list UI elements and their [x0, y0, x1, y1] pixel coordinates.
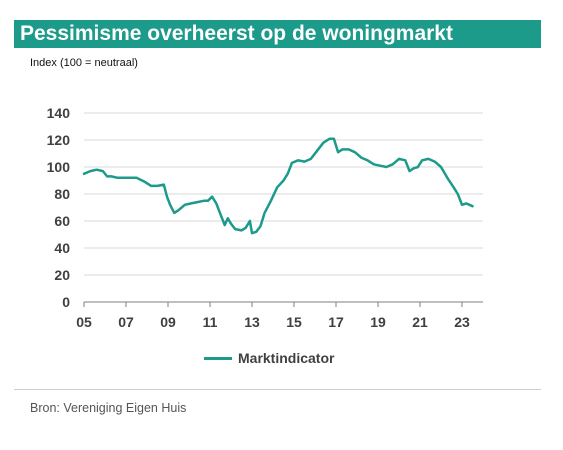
- source-note: Bron: Vereniging Eigen Huis: [30, 401, 187, 415]
- y-tick-label: 20: [54, 267, 70, 283]
- y-tick-label: 40: [54, 240, 70, 256]
- x-tick-labels: 05 07 09 11 13 15 17 19 21 23: [76, 314, 470, 330]
- y-tick-label: 140: [47, 105, 71, 121]
- axes: [83, 301, 483, 307]
- series-line-marktindicator: [82, 137, 474, 235]
- x-tick-label: 05: [76, 314, 92, 330]
- y-tick-label: 80: [54, 186, 70, 202]
- legend-label: Marktindicator: [238, 350, 335, 366]
- gridlines: [84, 112, 483, 276]
- y-tick-label: 120: [47, 132, 71, 148]
- y-tick-label: 100: [47, 159, 71, 175]
- chart-title: Pessimisme overheerst op de woningmarkt: [14, 20, 541, 48]
- x-tick-label: 11: [203, 314, 218, 330]
- legend: Marktindicator: [204, 350, 334, 366]
- x-tick-label: 23: [454, 314, 470, 330]
- legend-swatch: [204, 356, 232, 360]
- x-tick-label: 21: [412, 314, 428, 330]
- y-tick-labels: 0 20 40 60 80 100 120 140: [47, 105, 71, 310]
- x-tick-label: 19: [370, 314, 386, 330]
- x-tick-label: 15: [286, 314, 302, 330]
- y-tick-label: 0: [62, 294, 70, 310]
- x-tick-label: 13: [244, 314, 260, 330]
- chart-subtitle: Index (100 = neutraal): [30, 57, 138, 69]
- divider: [14, 389, 541, 390]
- x-tick-label: 07: [118, 314, 134, 330]
- x-tick-label: 09: [160, 314, 176, 330]
- x-tick-label: 17: [328, 314, 344, 330]
- y-tick-label: 60: [54, 213, 70, 229]
- series-layer: [82, 137, 474, 235]
